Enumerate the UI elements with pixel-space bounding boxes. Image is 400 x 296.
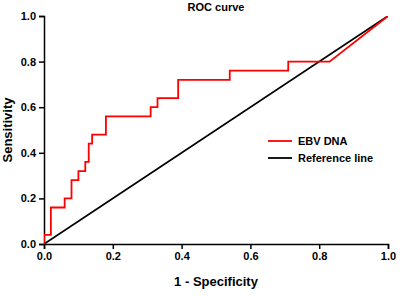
y-axis-title: Sensitivity [0, 97, 15, 163]
series-line [44, 16, 388, 244]
chart: 0.0 0.2 0.4 0.6 0.8 1.0 0.0 0.2 0.4 0.6 0.8 1.0 ROC … [0, 0, 400, 296]
legend-swatch [268, 157, 292, 159]
tick-label: 0.2 [106, 250, 121, 262]
tick: 0.6 [243, 244, 258, 262]
tick-mark [39, 153, 44, 155]
tick-mark [39, 61, 44, 63]
tick: 1.0 [381, 244, 396, 262]
legend-label: EBV DNA [298, 135, 348, 147]
tick-label: 0.4 [174, 250, 190, 262]
legend-swatch [268, 140, 292, 142]
tick-mark [388, 244, 390, 249]
tick: 0.4 [21, 147, 44, 159]
tick-label: 0.6 [21, 101, 36, 113]
tick: 0.6 [21, 101, 44, 113]
plot: 0.0 0.2 0.4 0.6 0.8 1.0 0.0 0.2 0.4 0.6 0.8 1.0 [21, 10, 396, 262]
tick: 1.0 [21, 10, 44, 22]
series-line [44, 16, 388, 244]
tick-mark [39, 244, 44, 246]
tick: 0.0 [21, 238, 44, 250]
tick-label: 1.0 [381, 250, 396, 262]
tick: 0.2 [21, 192, 44, 204]
tick-mark [319, 244, 321, 249]
tick: 0.0 [37, 244, 52, 262]
legend: EBV DNA Reference line [268, 135, 373, 164]
title: ROC curve [188, 1, 245, 13]
tick-label: 0.8 [312, 250, 327, 262]
y-axis: 0.0 0.2 0.4 0.6 0.8 1.0 [21, 10, 45, 250]
tick-label: 0.6 [243, 250, 258, 262]
tick: 0.4 [174, 244, 190, 262]
tick-mark [39, 198, 44, 200]
tick-mark [39, 107, 44, 109]
tick-label: 0.0 [21, 238, 36, 250]
tick-mark [250, 244, 252, 249]
x-axis-title: 1 - Specificity [174, 274, 259, 289]
tick-label: 1.0 [21, 10, 36, 22]
tick: 0.8 [312, 244, 327, 262]
tick-label: 0.2 [21, 192, 36, 204]
tick: 0.2 [106, 244, 121, 262]
tick: 0.8 [21, 56, 44, 68]
legend-label: Reference line [298, 152, 373, 164]
series-group [44, 16, 388, 244]
axis-line [39, 17, 45, 245]
tick-mark [113, 244, 115, 249]
axis-line [45, 245, 389, 250]
tick-label: 0.8 [21, 56, 36, 68]
tick-mark [181, 244, 183, 249]
tick-label: 0.0 [37, 250, 52, 262]
tick-label: 0.4 [21, 147, 37, 159]
legend-item: EBV DNA [268, 135, 348, 147]
x-axis: 0.0 0.2 0.4 0.6 0.8 1.0 [37, 244, 396, 262]
legend-item: Reference line [268, 152, 373, 164]
tick-mark [39, 16, 44, 18]
